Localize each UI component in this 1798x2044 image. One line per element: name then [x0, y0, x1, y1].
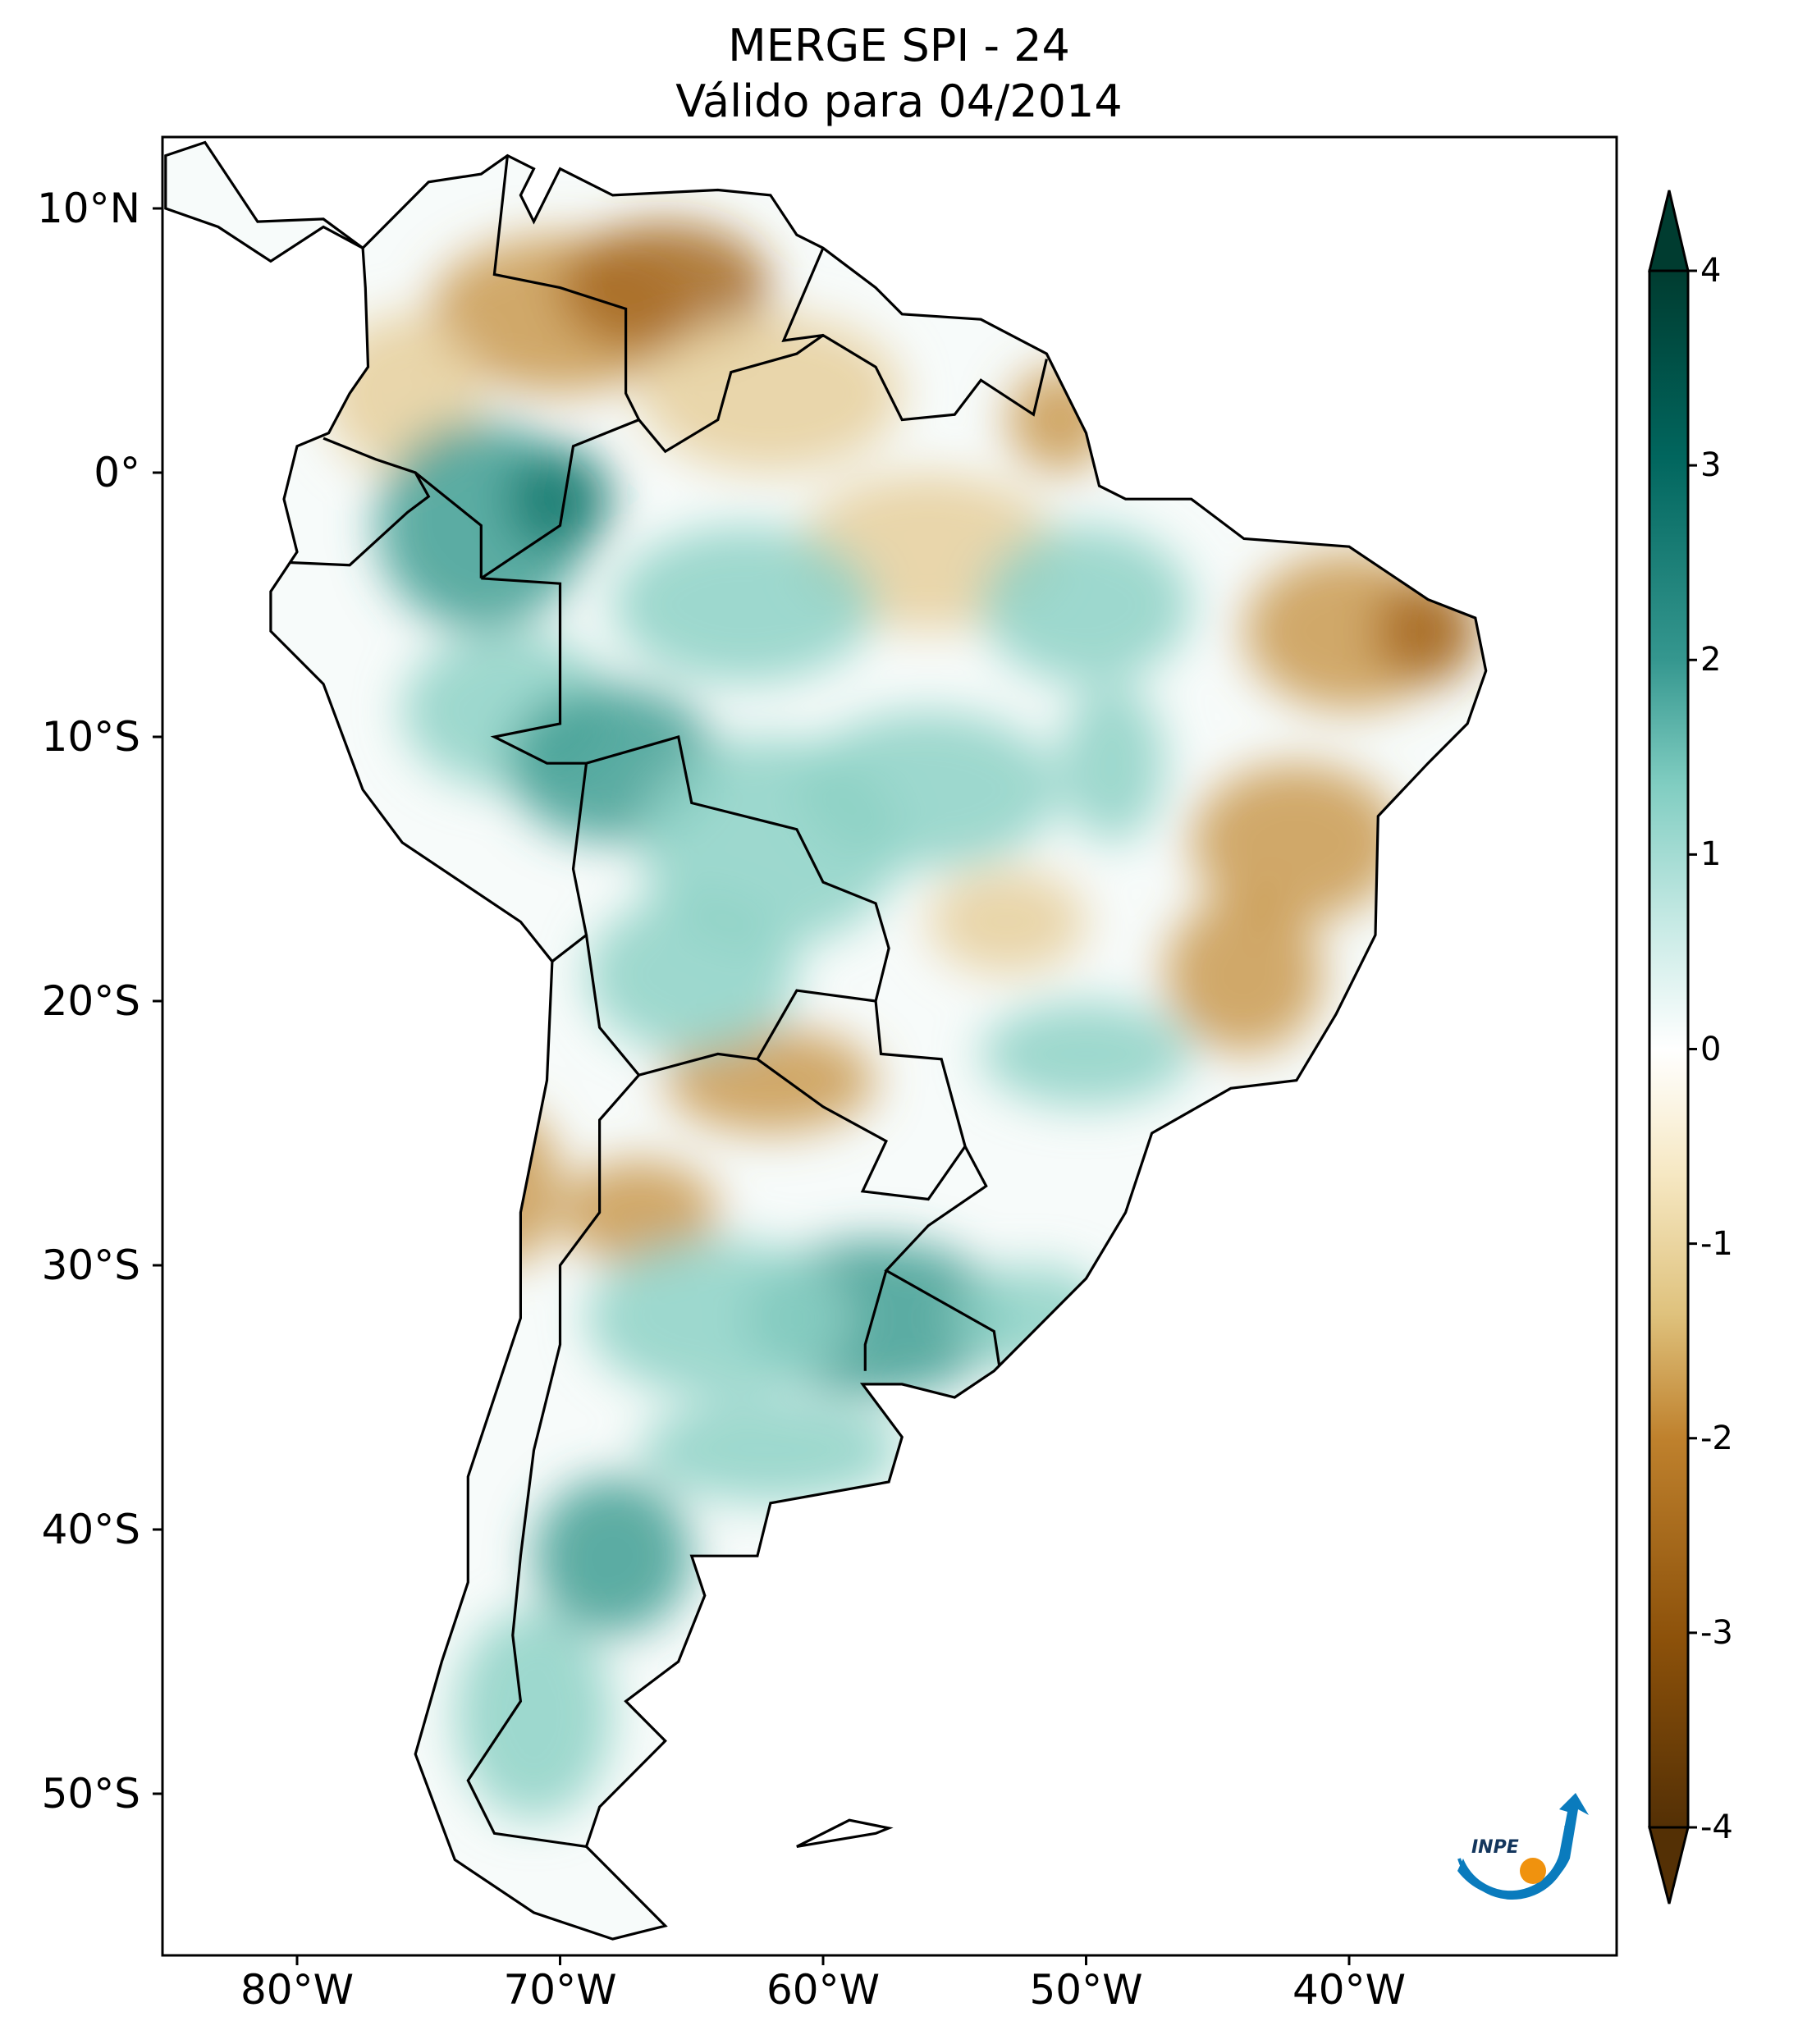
spi-anomaly-region: [981, 1001, 1192, 1107]
spi-field: [165, 142, 1486, 1940]
lat-tick-label: 30°S: [41, 1241, 140, 1289]
lat-tick-label: 0°: [94, 449, 140, 496]
spi-anomaly-region: [612, 526, 876, 684]
colorbar-bar: [1648, 269, 1690, 1829]
spi-anomaly-region: [455, 1107, 560, 1265]
lon-tick-label: 60°W: [766, 1966, 881, 2014]
colorbar-tick-label: 2: [1700, 641, 1722, 679]
lat-tick-label: 50°S: [41, 1770, 140, 1818]
lon-tick-label: 70°W: [503, 1966, 617, 2014]
spi-anomaly-region: [928, 869, 1087, 975]
spi-anomaly-region: [1059, 684, 1165, 843]
svg-text:INPE: INPE: [1471, 1837, 1519, 1858]
spi-anomaly-region: [533, 1477, 692, 1635]
border-peru-bolivia: [551, 763, 588, 963]
coastline: [164, 140, 1488, 1941]
border-venezuela-guyana: [781, 247, 825, 342]
colorbar-tick-label: -3: [1700, 1613, 1733, 1652]
spi-anomaly-region: [1375, 578, 1481, 684]
spi-anomaly-region: [586, 895, 797, 1054]
colorbar-tick-label: -1: [1700, 1224, 1733, 1263]
spi-anomaly-region: [954, 1265, 1113, 1371]
border-chile-argentina: [466, 1074, 640, 1848]
spi-anomaly-region: [586, 1239, 849, 1397]
spi-anomaly-region: [560, 222, 771, 354]
spi-anomaly-region: [638, 314, 902, 473]
border-colombia-peru: [414, 471, 483, 578]
colorbar-tick-label: 3: [1700, 446, 1722, 485]
lon-tick-label: 40°W: [1292, 1966, 1407, 2014]
spi-anomaly-region: [507, 446, 613, 552]
spi-anomaly-region: [981, 526, 1192, 684]
border-brazil-west: [481, 577, 1001, 1366]
border-ecuador-peru: [289, 437, 431, 567]
lon-tick-label: 50°W: [1029, 1966, 1143, 2014]
colorbar-tick-label: -2: [1700, 1419, 1733, 1457]
colorbar-tick-label: 0: [1700, 1030, 1722, 1068]
spi-anomaly-region: [1164, 895, 1323, 1054]
border-colombia-venezuela: [492, 155, 641, 421]
inpe-logo: INPE: [1457, 1793, 1589, 1900]
lon-tick-label: 80°W: [240, 1966, 355, 2014]
colorbar-tick-label: -4: [1700, 1809, 1733, 1846]
lat-tick-label: 10°S: [41, 713, 140, 761]
colorbar-tick-label: 1: [1700, 835, 1722, 874]
border-bolivia-south: [584, 935, 876, 1077]
colorbar-extend-bottom: [1648, 1826, 1690, 1905]
colorbar: [1648, 190, 1697, 1905]
border-paraguay-argentina: [756, 1058, 967, 1201]
map-subtitle: Válido para 04/2014: [675, 75, 1123, 127]
colorbar-extend-top: [1648, 190, 1690, 272]
lat-tick-label: 20°S: [41, 977, 140, 1025]
spi-anomaly-region: [455, 1609, 613, 1820]
border-uruguay-argentina: [863, 1269, 888, 1371]
falkland-islands: [796, 1818, 894, 1848]
colorbar-tick-label: 4: [1700, 252, 1722, 290]
map-frame: [161, 135, 1618, 1957]
spi-anomaly-region: [638, 1397, 902, 1503]
lat-tick-label: 40°S: [41, 1506, 140, 1553]
spi-anomaly-region: [1191, 763, 1402, 921]
map-title: MERGE SPI - 24: [728, 20, 1070, 71]
lat-tick-label: 10°N: [36, 185, 140, 232]
spi-anomaly-region: [797, 711, 1060, 869]
border-brazil-north: [480, 333, 1048, 580]
